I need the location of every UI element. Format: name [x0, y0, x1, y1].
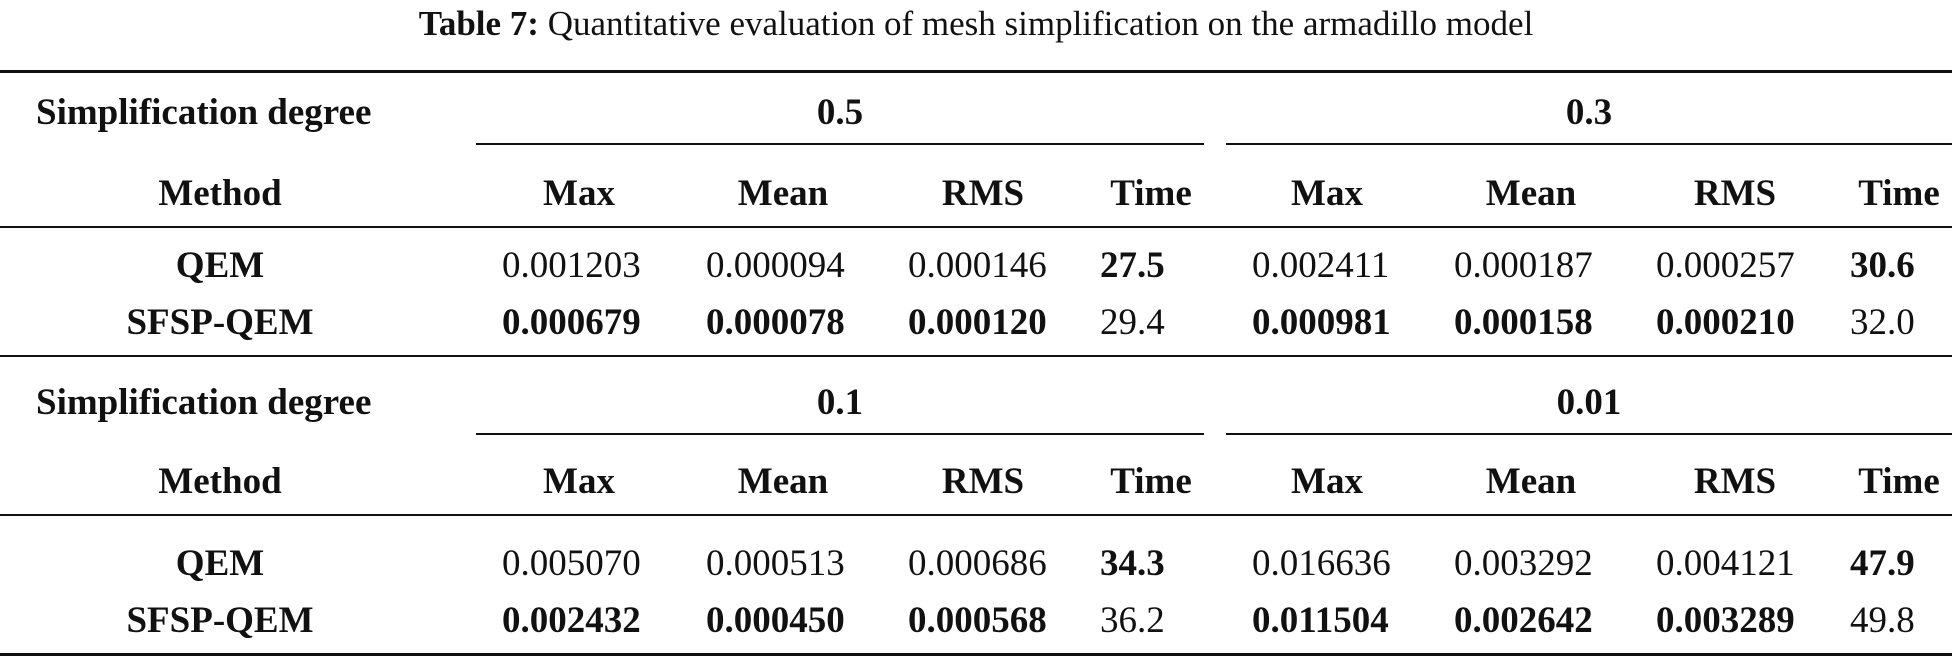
header-rule-block2: [0, 514, 1952, 516]
column-header-time: Time: [1110, 461, 1192, 502]
cell-mean: 0.000187: [1454, 245, 1593, 286]
column-header-time: Time: [1858, 173, 1940, 214]
cell-mean: 0.000513: [706, 543, 845, 584]
cell-rms: 0.004121: [1656, 543, 1795, 584]
degree-value: 0.5: [816, 92, 864, 133]
table-caption-text: Quantitative evaluation of mesh simplifi…: [547, 4, 1534, 43]
cell-mean: 0.000094: [706, 245, 845, 286]
degree-value: 0.1: [816, 382, 864, 423]
cell-rms: 0.003289: [1656, 600, 1795, 641]
cell-rms: 0.000568: [908, 600, 1047, 641]
cell-time: 36.2: [1100, 600, 1165, 641]
cell-max: 0.002432: [502, 600, 641, 641]
cell-max: 0.000981: [1252, 302, 1391, 343]
column-header-mean: Mean: [1485, 461, 1577, 502]
method-header: Method: [158, 461, 282, 502]
group-rule-block2-left: [476, 433, 1204, 435]
cell-rms: 0.000686: [908, 543, 1047, 584]
cell-rms: 0.000257: [1656, 245, 1795, 286]
cell-max: 0.011504: [1252, 600, 1389, 641]
column-header-max: Max: [1291, 173, 1363, 214]
degree-label: Simplification degree: [36, 382, 372, 423]
column-header-mean: Mean: [737, 173, 829, 214]
cell-max: 0.001203: [502, 245, 641, 286]
column-header-mean: Mean: [1485, 173, 1577, 214]
table-caption: Table 7: Quantitative evaluation of mesh…: [0, 0, 1952, 48]
column-header-mean: Mean: [737, 461, 829, 502]
cell-max: 0.005070: [502, 543, 641, 584]
column-header-rms: RMS: [941, 173, 1025, 214]
column-header-max: Max: [1291, 461, 1363, 502]
column-header-max: Max: [543, 461, 615, 502]
degree-value: 0.3: [1565, 92, 1613, 133]
header-rule-block1: [0, 226, 1952, 228]
cell-max: 0.000679: [502, 302, 641, 343]
cell-mean: 0.000450: [706, 600, 845, 641]
column-header-rms: RMS: [941, 461, 1025, 502]
cell-time: 32.0: [1850, 302, 1915, 343]
method-name: QEM: [175, 543, 265, 584]
column-header-max: Max: [543, 173, 615, 214]
method-name: SFSP-QEM: [126, 302, 314, 343]
degree-label: Simplification degree: [36, 92, 372, 133]
cell-time: 34.3: [1100, 543, 1165, 584]
column-header-time: Time: [1110, 173, 1192, 214]
top-rule: [0, 70, 1952, 73]
cell-max: 0.016636: [1252, 543, 1391, 584]
method-header: Method: [158, 173, 282, 214]
method-name: QEM: [175, 245, 265, 286]
group-rule-block1-right: [1226, 143, 1952, 145]
cell-mean: 0.000158: [1454, 302, 1593, 343]
degree-value: 0.01: [1556, 382, 1622, 423]
cell-time: 30.6: [1850, 245, 1915, 286]
group-rule-block1-left: [476, 143, 1204, 145]
cell-time: 29.4: [1100, 302, 1165, 343]
method-name: SFSP-QEM: [126, 600, 314, 641]
cell-max: 0.002411: [1252, 245, 1390, 286]
column-header-rms: RMS: [1693, 173, 1777, 214]
cell-mean: 0.000078: [706, 302, 845, 343]
cell-time: 49.8: [1850, 600, 1915, 641]
group-rule-block2-right: [1226, 433, 1952, 435]
cell-time: 47.9: [1850, 543, 1915, 584]
table-caption-label: Table 7:: [418, 4, 539, 43]
column-header-rms: RMS: [1693, 461, 1777, 502]
cell-mean: 0.003292: [1454, 543, 1593, 584]
cell-mean: 0.002642: [1454, 600, 1593, 641]
cell-rms: 0.000146: [908, 245, 1047, 286]
block-separator-rule: [0, 355, 1952, 357]
cell-rms: 0.000120: [908, 302, 1047, 343]
bottom-rule: [0, 653, 1952, 656]
cell-rms: 0.000210: [1656, 302, 1795, 343]
column-header-time: Time: [1858, 461, 1940, 502]
cell-time: 27.5: [1100, 245, 1165, 286]
